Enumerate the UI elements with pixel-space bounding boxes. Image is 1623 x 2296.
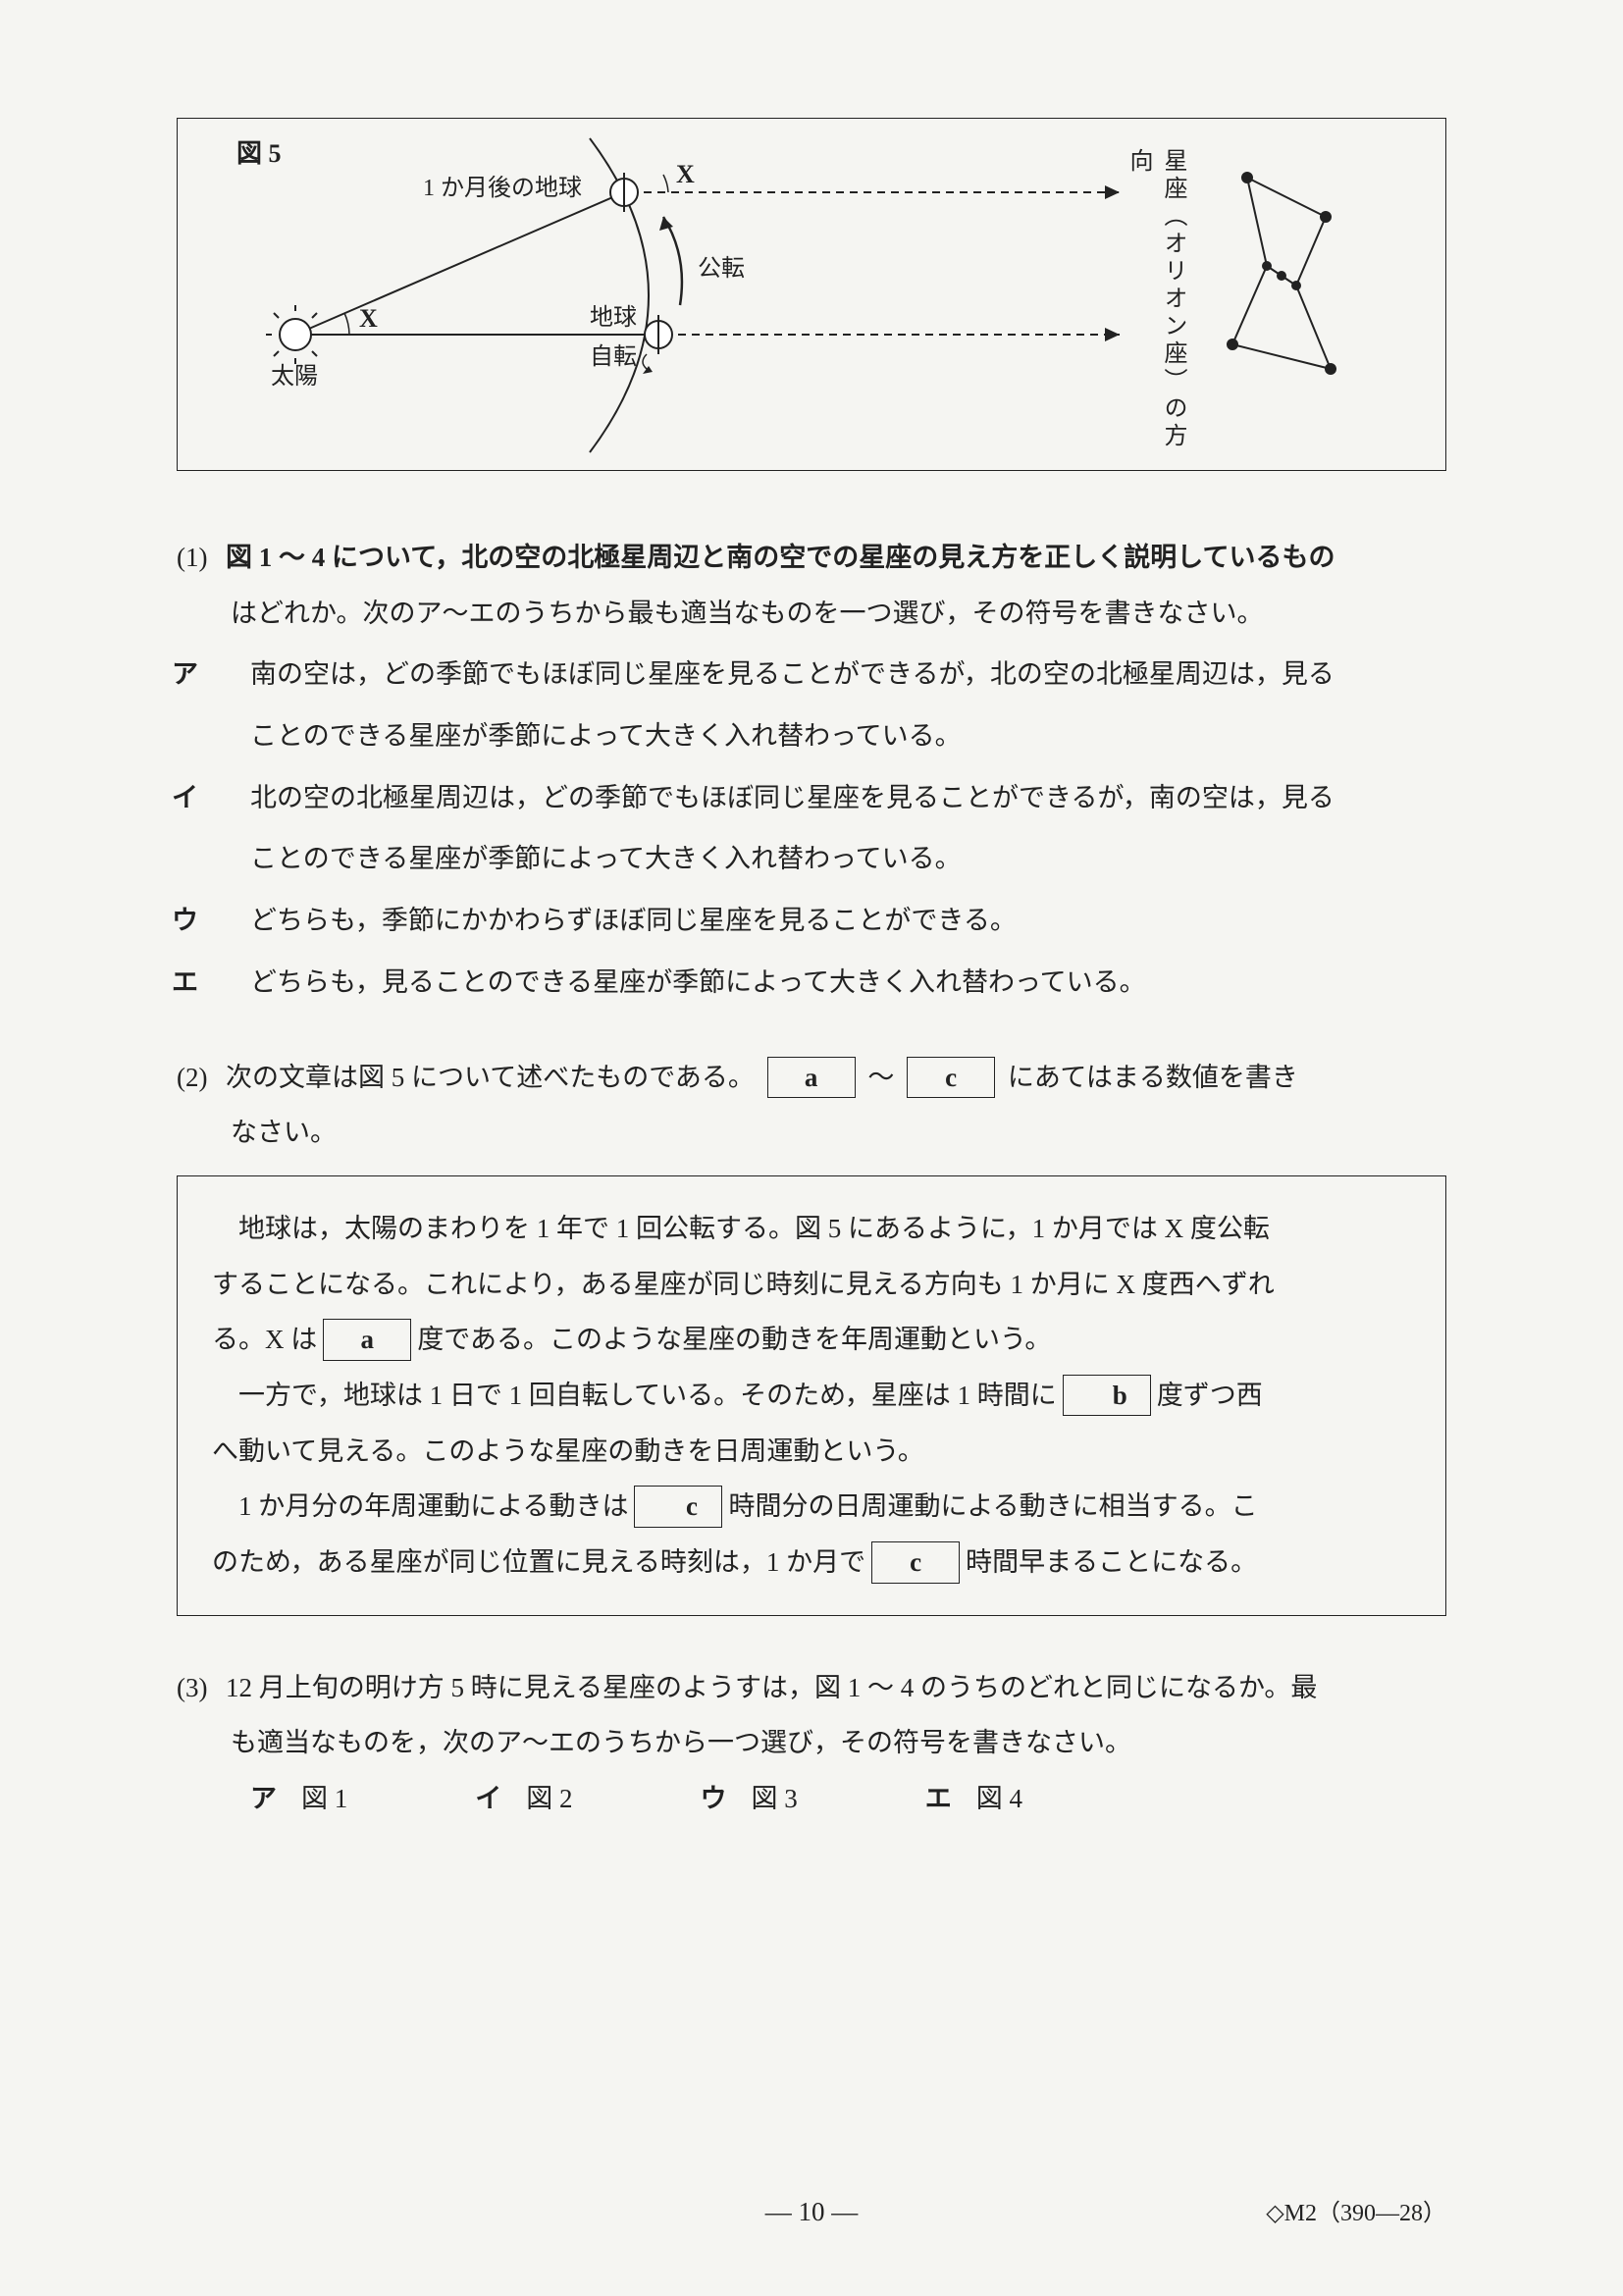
revolution-arrow <box>663 217 682 305</box>
angle-arc-earth <box>663 175 668 192</box>
box-text: 度ずつ西 <box>1157 1381 1263 1410</box>
earth-after-label: 1 か月後の地球 <box>423 175 582 201</box>
box-p1: 地球は，太陽のまわりを 1 年で 1 回公転する。図 5 にあるように，1 か月… <box>212 1201 1411 1257</box>
angle-x-sun: X <box>359 304 378 333</box>
angle-arc-sun <box>344 313 349 335</box>
q2-stem-part1: 次の文章は図 5 について述べたものである。 <box>226 1063 755 1092</box>
choice-key: エ <box>211 955 250 1011</box>
choice-text: どちらも，季節にかかわらずほぼ同じ星座を見ることができる。 <box>250 906 1017 935</box>
blank-c-inline-2: c <box>871 1541 960 1584</box>
box-p2: 一方で，地球は 1 日で 1 回自転している。そのため，星座は 1 時間にb度ず… <box>212 1368 1411 1424</box>
q2-stem-part2: にあてはまる数値を書き <box>1008 1063 1298 1092</box>
box-p3: 1 か月分の年周運動による動きはc時間分の日周運動による動きに相当する。こ <box>212 1479 1411 1535</box>
choice-text: 図 2 <box>526 1784 572 1813</box>
q3-choice-c: ウ図 3 <box>701 1771 798 1827</box>
q1-stem: (1)図 1 ～ 4 について，北の空の北極星周辺と南の空での星座の見え方を正し… <box>177 530 1446 586</box>
revolution-label: 公転 <box>698 255 745 282</box>
q3-choice-b: イ図 2 <box>475 1771 572 1827</box>
figure-5-diagram: 太陽 地球 自転 1 か月後の地球 公転 X X <box>178 119 1443 472</box>
q3-stem-line1: 12 月上旬の明け方 5 時に見える星座のようすは，図 1 ～ 4 のうちのどれ… <box>226 1673 1317 1702</box>
q1-choice-c: ウどちらも，季節にかかわらずほぼ同じ星座を見ることができる。 <box>177 893 1446 949</box>
choice-key: ア <box>250 1771 289 1827</box>
q1-stem-line1: 図 1 ～ 4 について，北の空の北極星周辺と南の空での星座の見え方を正しく説明… <box>226 543 1335 572</box>
q2-stem: (2)次の文章は図 5 について述べたものである。 a ～ c にあてはまる数値… <box>177 1050 1446 1106</box>
rotation-arrow-arc <box>643 354 647 369</box>
question-2: (2)次の文章は図 5 について述べたものである。 a ～ c にあてはまる数値… <box>177 1050 1446 1616</box>
question-1: (1)図 1 ～ 4 について，北の空の北極星周辺と南の空での星座の見え方を正し… <box>177 530 1446 1011</box>
box-p3-line2: のため，ある星座が同じ位置に見える時刻は，1 か月でc時間早まることになる。 <box>212 1535 1411 1591</box>
orion-constellation <box>1228 173 1335 374</box>
blank-a-inline: a <box>323 1319 411 1361</box>
box-text: 1 か月分の年周運動による動きは <box>238 1491 628 1521</box>
q1-choice-a-cont: ことのできる星座が季節によって大きく入れ替わっている。 <box>177 708 1446 764</box>
q2-stem-line2: なさい。 <box>177 1105 1446 1161</box>
angle-x-earth: X <box>676 160 695 188</box>
box-text: 度である。このような星座の動きを年周運動という。 <box>417 1325 1051 1354</box>
choice-text: 北の空の北極星周辺は，どの季節でもほぼ同じ星座を見ることができるが，南の空は，見… <box>250 783 1335 812</box>
q3-choice-d: エ図 4 <box>925 1771 1022 1827</box>
q3-stem: (3)12 月上旬の明け方 5 時に見える星座のようすは，図 1 ～ 4 のうち… <box>177 1660 1446 1716</box>
tilde: ～ <box>867 1063 894 1092</box>
q3-choices: ア図 1 イ図 2 ウ図 3 エ図 4 <box>177 1771 1446 1827</box>
rotation-label: 自転 <box>590 343 637 370</box>
choice-text: どちらも，見ることのできる星座が季節によって大きく入れ替わっている。 <box>250 967 1146 997</box>
choice-key: イ <box>475 1771 514 1827</box>
choice-text: 図 4 <box>976 1784 1022 1813</box>
blank-a: a <box>767 1057 856 1099</box>
choice-key: ウ <box>701 1771 740 1827</box>
box-text: 地球は，太陽のまわりを 1 年で 1 回公転する。図 5 にあるように，1 か月… <box>238 1214 1270 1243</box>
q1-stem-line2: はどれか。次のア～エのうちから最も適当なものを一つ選び，その符号を書きなさい。 <box>177 586 1446 642</box>
choice-key: イ <box>211 770 250 826</box>
blank-c-inline-1: c <box>634 1486 722 1528</box>
box-p1-line3: る。X はa度である。このような星座の動きを年周運動という。 <box>212 1312 1411 1368</box>
choice-key: ア <box>211 647 250 703</box>
box-text: 一方で，地球は 1 日で 1 回自転している。そのため，星座は 1 時間に <box>238 1381 1057 1410</box>
q1-choice-a: ア南の空は，どの季節でもほぼ同じ星座を見ることができるが，北の空の北極星周辺は，… <box>177 647 1446 703</box>
q3-number: (3) <box>177 1660 226 1716</box>
box-text: る。X は <box>212 1325 317 1354</box>
choice-key: ウ <box>211 893 250 949</box>
blank-b-inline: b <box>1063 1375 1151 1417</box>
q3-stem-line2: も適当なものを，次のア～エのうちから一つ選び，その符号を書きなさい。 <box>177 1715 1446 1771</box>
choice-text: 図 1 <box>301 1784 347 1813</box>
blank-c: c <box>907 1057 995 1099</box>
q2-number: (2) <box>177 1050 226 1106</box>
q3-choice-a: ア図 1 <box>250 1771 347 1827</box>
q1-choice-d: エどちらも，見ることのできる星座が季節によって大きく入れ替わっている。 <box>177 955 1446 1011</box>
box-text: することになる。これにより，ある星座が同じ時刻に見える方向も 1 か月に X 度… <box>212 1257 1411 1313</box>
choice-key: エ <box>925 1771 965 1827</box>
box-text: のため，ある星座が同じ位置に見える時刻は，1 か月で <box>212 1547 865 1577</box>
box-text: へ動いて見える。このような星座の動きを日周運動という。 <box>212 1424 1411 1480</box>
box-text: 時間早まることになる。 <box>966 1547 1257 1577</box>
choice-text: 南の空は，どの季節でもほぼ同じ星座を見ることができるが，北の空の北極星周辺は，見… <box>250 659 1335 689</box>
page-content: 図 5 <box>177 118 1446 2119</box>
choice-text: 図 3 <box>752 1784 798 1813</box>
arrow-head-1 <box>1105 328 1120 341</box>
sun-label: 太陽 <box>271 363 318 390</box>
question-3: (3)12 月上旬の明け方 5 時に見える星座のようすは，図 1 ～ 4 のうち… <box>177 1660 1446 1827</box>
q1-number: (1) <box>177 530 226 586</box>
q2-text-box: 地球は，太陽のまわりを 1 年で 1 回公転する。図 5 にあるように，1 か月… <box>177 1175 1446 1616</box>
q1-choice-b: イ北の空の北極星周辺は，どの季節でもほぼ同じ星座を見ることができるが，南の空は，… <box>177 770 1446 826</box>
page-code: ◇M2（390―28） <box>1266 2193 1446 2227</box>
earth-label: 地球 <box>590 304 637 331</box>
figure-5-box: 図 5 <box>177 118 1446 471</box>
arrow-head-2 <box>1105 185 1120 199</box>
q1-choice-b-cont: ことのできる星座が季節によって大きく入れ替わっている。 <box>177 831 1446 887</box>
box-text: 時間分の日周運動による動きに相当する。こ <box>728 1491 1257 1521</box>
constellation-direction-label: 星座（オリオン座）の方向 <box>1122 148 1190 470</box>
